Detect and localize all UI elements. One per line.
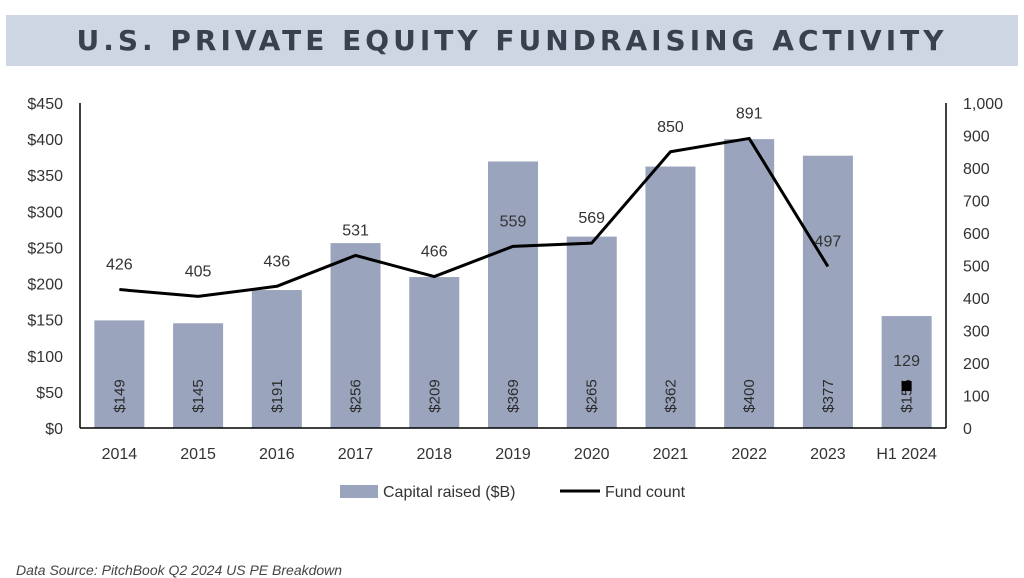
bar-value-label: $369: [505, 379, 522, 412]
x-tick-label: 2021: [653, 446, 689, 463]
x-tick-label: 2016: [259, 446, 295, 463]
bar-value-label: $377: [820, 379, 837, 412]
x-tick-label: 2023: [810, 446, 846, 463]
bar-2014: [94, 320, 145, 428]
bar-2019: [488, 161, 538, 428]
x-tick-label: 2019: [495, 446, 531, 463]
x-tick-label: 2014: [102, 446, 138, 463]
fund-count-label: 569: [578, 210, 605, 227]
legend-bar-swatch: [340, 485, 378, 498]
bar-2020: [566, 236, 617, 428]
right-tick-label: 700: [963, 194, 990, 211]
left-tick-labels: $0 $50 $100 $150 $200 $250 $300 $350 $400 $450: [27, 96, 63, 438]
right-tick-label: 500: [963, 259, 990, 276]
left-tick-label: $350: [27, 168, 63, 185]
fund-count-label: 497: [815, 233, 842, 250]
bar-h1-2024: [881, 316, 932, 428]
x-tick-label: 2022: [731, 446, 767, 463]
fund-count-label: 405: [185, 263, 212, 280]
right-tick-label: 600: [963, 226, 990, 243]
left-tick-label: $400: [27, 132, 63, 149]
bar-2015: [173, 323, 224, 428]
fund-count-label: 426: [106, 257, 133, 274]
left-tick-label: $450: [27, 96, 63, 113]
legend-line-label: Fund count: [605, 484, 686, 501]
right-tick-label: 0: [963, 421, 972, 438]
fund-count-label: 891: [736, 105, 763, 122]
right-tick-label: 400: [963, 291, 990, 308]
x-tick-label: H1 2024: [876, 446, 937, 463]
bar-value-label: $265: [584, 379, 601, 412]
left-tick-label: $250: [27, 240, 63, 257]
left-tick-label: $150: [27, 313, 63, 330]
title-band: U.S. PRIVATE EQUITY FUNDRAISING ACTIVITY: [6, 15, 1018, 66]
bar-value-label: $362: [662, 379, 679, 412]
x-tick-label: 2017: [338, 446, 374, 463]
bar-2023: [802, 155, 853, 428]
fund-count-labels-group: 426 405 436 531 466 559 569 850 891 497 129: [106, 105, 920, 370]
fund-count-label: 531: [342, 222, 369, 239]
bar-2017: [330, 243, 381, 428]
right-tick-label: 900: [963, 129, 990, 146]
right-tick-label: 1,000: [963, 96, 1003, 113]
x-tick-label: 2018: [416, 446, 452, 463]
bar-labels-group: $149 $145 $191 $256 $209 $369 $265 $362 $400 $377…: [111, 379, 915, 412]
bar-2016: [251, 290, 302, 428]
left-tick-label: $100: [27, 349, 63, 366]
fund-count-label: 850: [657, 119, 684, 136]
bars-group: [94, 139, 932, 429]
bar-2018: [409, 277, 460, 428]
right-tick-label: 100: [963, 389, 990, 406]
bar-value-label: $145: [190, 379, 207, 412]
left-tick-label: $200: [27, 277, 63, 294]
left-tick-label: $0: [45, 421, 63, 438]
legend: Capital raised ($B) Fund count: [340, 484, 686, 501]
right-tick-label: 800: [963, 161, 990, 178]
bar-value-label: $191: [269, 379, 286, 412]
fund-count-marker-h1-2024: [901, 381, 912, 392]
x-tick-label: 2015: [180, 446, 216, 463]
left-tick-label: $50: [36, 385, 63, 402]
chart-title: U.S. PRIVATE EQUITY FUNDRAISING ACTIVITY: [76, 24, 948, 57]
fund-count-label: 559: [500, 213, 527, 230]
axes-group: [79, 103, 947, 429]
x-tick-labels: 2014 2015 2016 2017 2018 2019 2020 2021 2022 2023…: [102, 446, 937, 463]
bar-2021: [645, 166, 696, 429]
legend-bar-label: Capital raised ($B): [383, 484, 516, 501]
right-tick-labels: 0 100 200 300 400 500 600 700 800 900 1,000: [963, 96, 1003, 438]
left-tick-label: $300: [27, 204, 63, 221]
fund-count-line: [119, 136, 830, 298]
bar-value-label: $256: [348, 379, 365, 412]
right-tick-label: 300: [963, 324, 990, 341]
fund-count-line-group: [119, 136, 912, 392]
fund-count-label: 129: [893, 353, 920, 370]
bar-2022: [724, 139, 775, 428]
right-tick-label: 200: [963, 356, 990, 373]
bar-value-label: $209: [426, 379, 443, 412]
data-source-note: Data Source: PitchBook Q2 2024 US PE Bre…: [16, 562, 343, 578]
fund-count-label: 436: [263, 253, 290, 270]
fund-count-label: 466: [421, 244, 448, 261]
bar-value-label: $149: [111, 379, 128, 412]
bar-value-label: $400: [741, 379, 758, 412]
x-tick-label: 2020: [574, 446, 610, 463]
